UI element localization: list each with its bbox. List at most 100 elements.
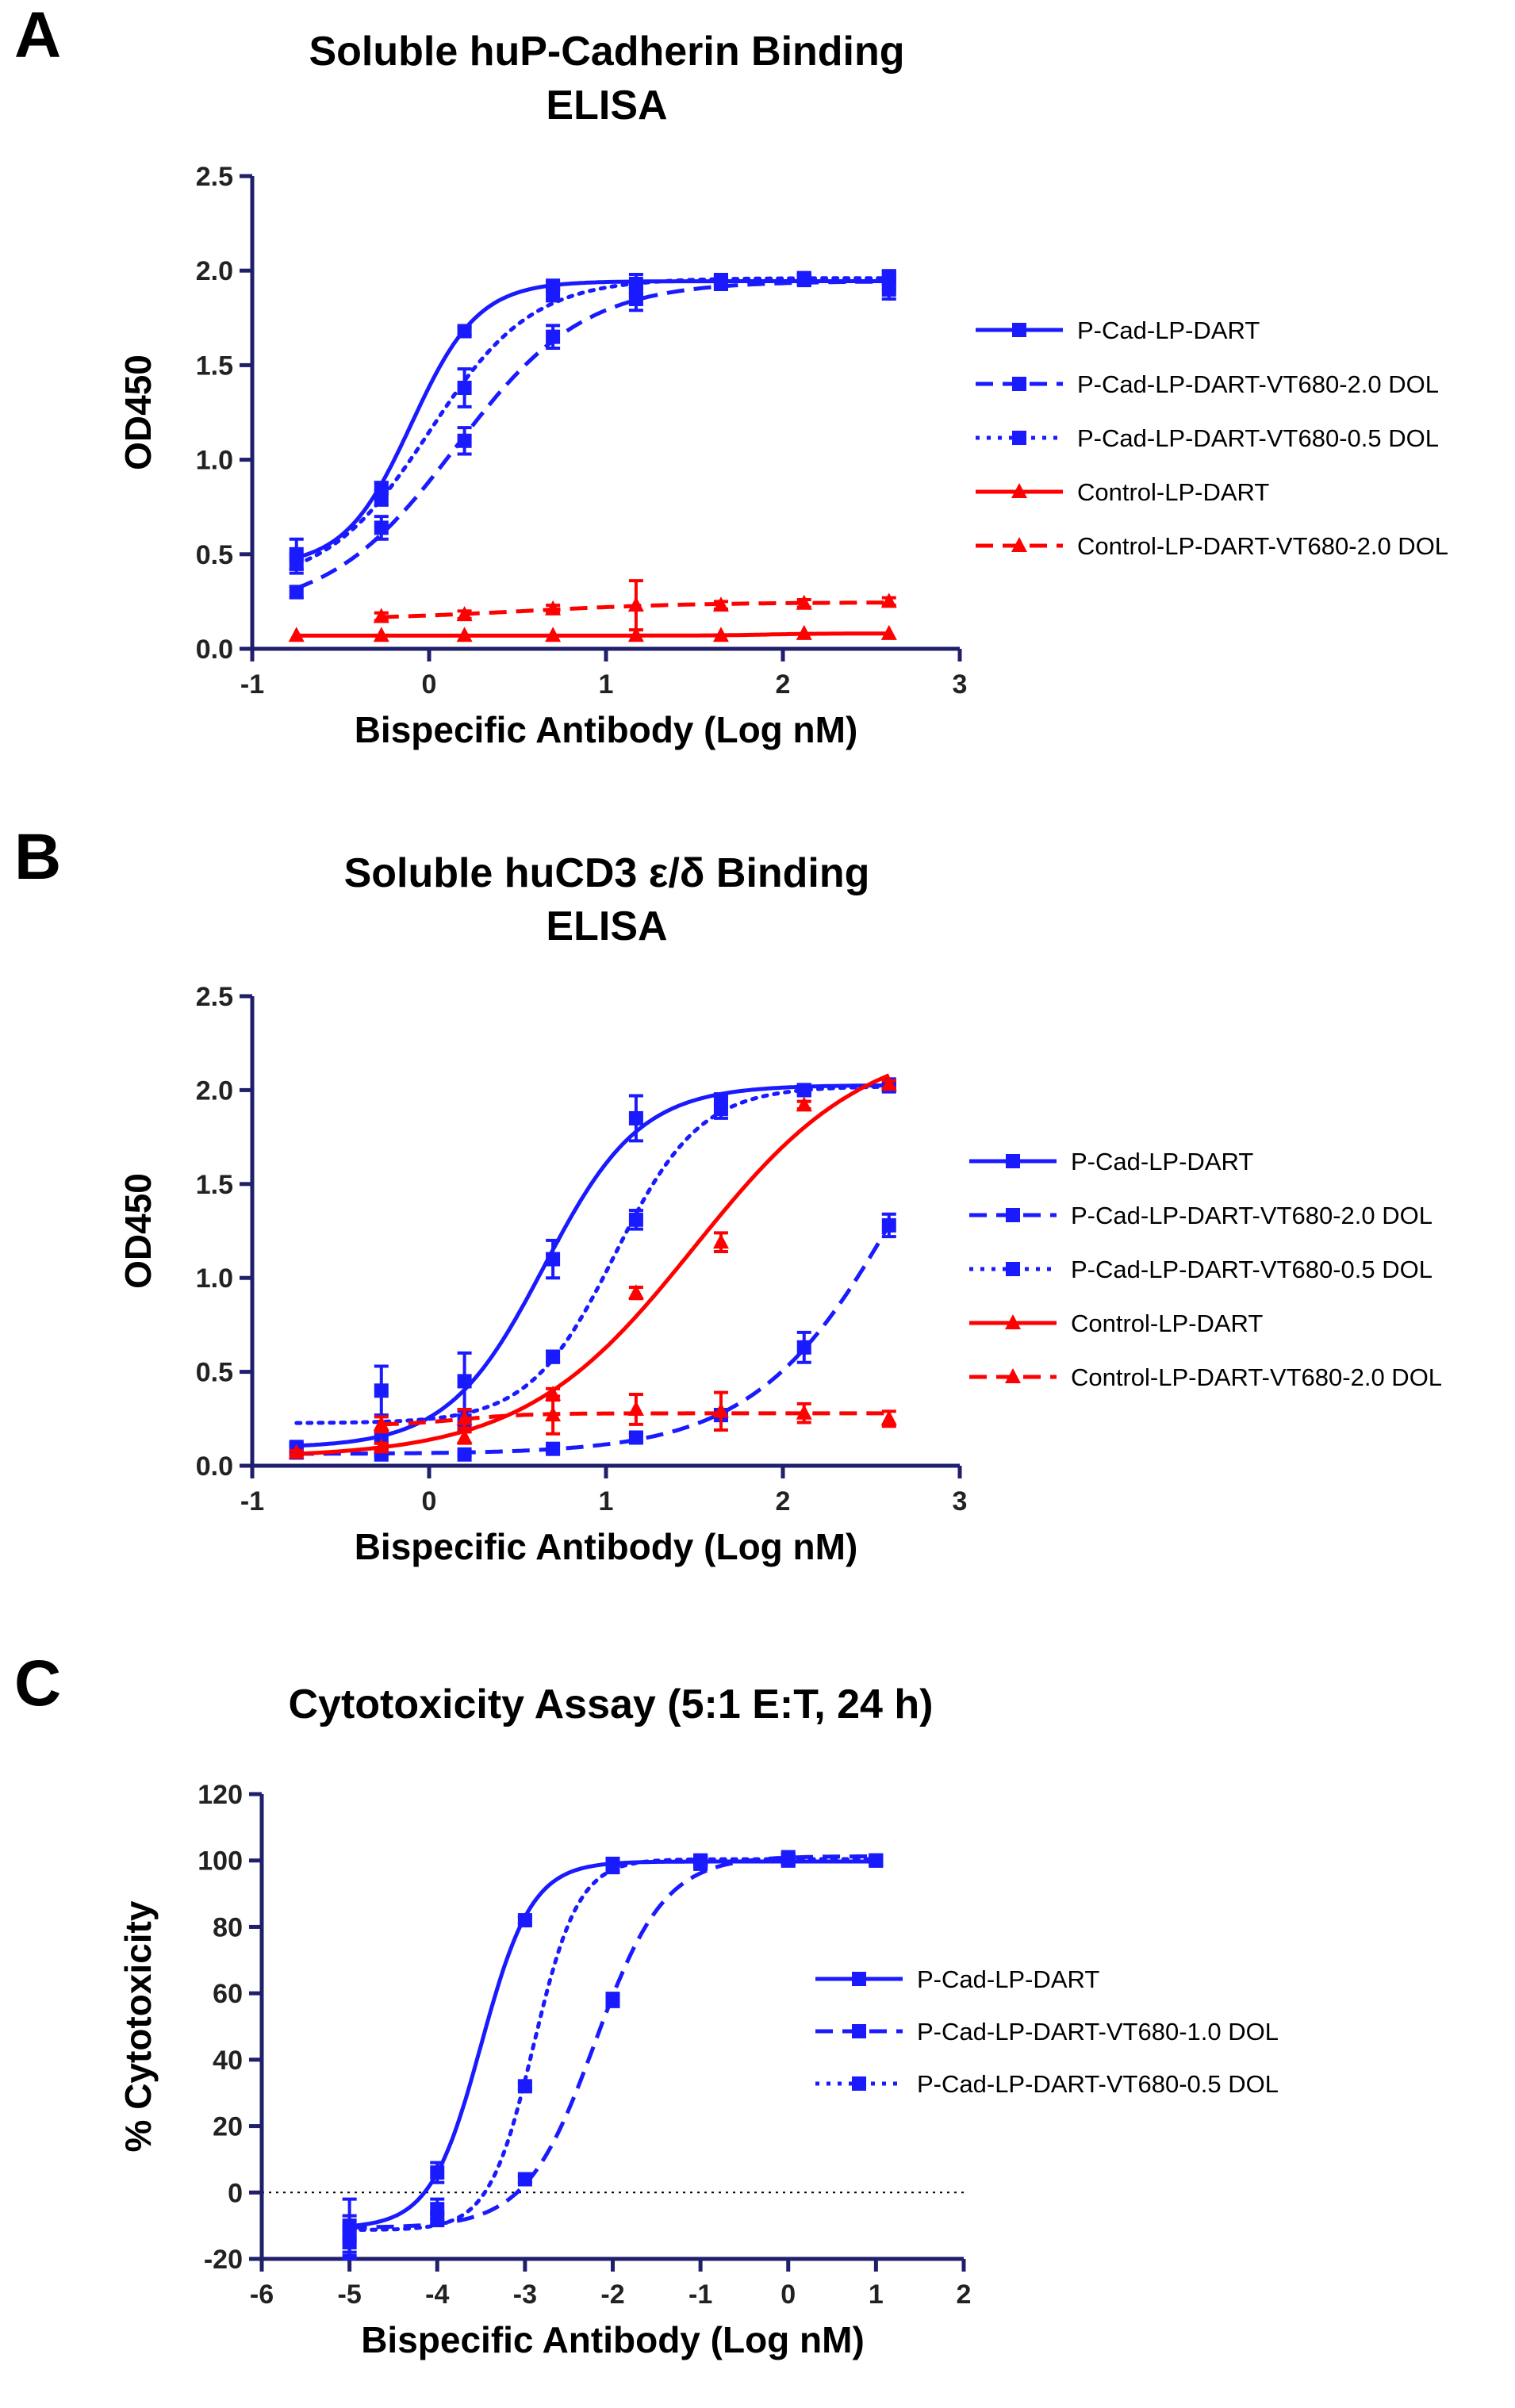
- legend-marker: [1005, 1368, 1021, 1383]
- data-point: [517, 2172, 532, 2187]
- data-point: [628, 282, 643, 297]
- y-tick-label: 60: [213, 1979, 243, 2009]
- data-point: [628, 1110, 643, 1125]
- data-point: [880, 1076, 897, 1091]
- y-tick-label: 2.0: [196, 1076, 233, 1106]
- series-curve: [296, 1083, 889, 1448]
- y-tick-label: 1.5: [196, 1170, 233, 1200]
- data-point: [456, 606, 473, 622]
- y-tick-label: 0.5: [196, 540, 233, 570]
- y-tick-label: 0.0: [196, 635, 233, 665]
- data-point: [781, 1850, 796, 1865]
- data-point: [456, 627, 473, 642]
- legend-entry: Control-LP-DART-VT680-2.0 DOL: [976, 532, 1448, 560]
- data-point: [713, 1102, 728, 1117]
- x-tick-label: -6: [250, 2280, 274, 2310]
- x-tick-label: -3: [513, 2280, 537, 2310]
- legend-marker: [852, 1972, 866, 1986]
- data-point: [456, 1409, 473, 1425]
- x-tick-label: 1: [599, 669, 614, 700]
- legend-entry: P-Cad-LP-DART-VT680-1.0 DOL: [815, 2018, 1279, 2046]
- x-tick-label: -1: [240, 669, 264, 700]
- data-point: [373, 1415, 389, 1431]
- data-point: [288, 1444, 305, 1459]
- legend-label: P-Cad-LP-DART-VT680-2.0 DOL: [1077, 370, 1439, 398]
- data-point: [457, 1374, 472, 1389]
- legend-entry: P-Cad-LP-DART: [976, 316, 1260, 344]
- data-point: [289, 585, 304, 600]
- y-tick-label: 1.5: [196, 351, 233, 381]
- data-point: [605, 1860, 620, 1875]
- data-point: [880, 1409, 897, 1425]
- x-axis-title: Bispecific Antibody (Log nM): [361, 2319, 865, 2360]
- data-point: [374, 1430, 389, 1445]
- data-point: [517, 2079, 532, 2094]
- chart-title: Soluble huCD3 ε/δ Binding: [344, 850, 870, 896]
- series-4: [373, 579, 897, 632]
- x-tick-label: 0: [781, 2280, 796, 2310]
- series-curve: [349, 1854, 876, 2230]
- series-curve: [294, 1084, 892, 1425]
- legend-entry: Control-LP-DART-VT680-2.0 DOL: [969, 1363, 1442, 1391]
- y-tick-label: 2.5: [196, 162, 233, 192]
- legend-entry: P-Cad-LP-DART-VT680-2.0 DOL: [976, 370, 1439, 398]
- panel-letter: A: [14, 0, 61, 71]
- x-axis-title: Bispecific Antibody (Log nM): [355, 1526, 858, 1567]
- data-point: [457, 324, 472, 339]
- legend-label: P-Cad-LP-DART-VT680-0.5 DOL: [1071, 1256, 1433, 1283]
- x-tick-label: -4: [425, 2280, 449, 2310]
- legend-entry: P-Cad-LP-DART: [815, 1965, 1099, 1993]
- data-point: [545, 600, 562, 615]
- data-point: [796, 270, 811, 286]
- legend-marker: [1012, 323, 1026, 337]
- series-2: [289, 269, 896, 575]
- chart-title: Cytotoxicity Assay (5:1 E:T, 24 h): [289, 1681, 934, 1727]
- data-point: [517, 1913, 532, 1928]
- legend-entry: P-Cad-LP-DART-VT680-2.0 DOL: [969, 1202, 1433, 1229]
- data-point: [628, 1212, 643, 1227]
- y-tick-label: 1.0: [196, 446, 233, 476]
- chart-panel-a: A Soluble huP-Cadherin Binding ELISA 0.0 0.5…: [14, 0, 1448, 750]
- series-curve: [294, 276, 892, 567]
- data-point: [374, 520, 389, 535]
- series-curve: [295, 279, 889, 590]
- data-point: [627, 596, 644, 612]
- data-point: [712, 1402, 729, 1418]
- series-curve: [347, 1857, 878, 2232]
- series-1: [289, 273, 896, 600]
- chart-panel-c: C Cytotoxicity Assay (5:1 E:T, 24 h)-2002…: [14, 1647, 1279, 2360]
- data-point: [288, 627, 305, 642]
- legend-label: Control-LP-DART-VT680-2.0 DOL: [1071, 1363, 1442, 1391]
- legend-label: P-Cad-LP-DART-VT680-2.0 DOL: [1071, 1202, 1433, 1229]
- data-point: [880, 592, 897, 608]
- chart-panel-b: B Soluble huCD3 ε/δ Binding ELISA 0.0 0.5 1.0…: [14, 821, 1442, 1567]
- data-point: [546, 329, 561, 344]
- legend-marker: [1006, 1208, 1020, 1222]
- x-tick-label: 2: [957, 2280, 972, 2310]
- legend-label: Control-LP-DART-VT680-2.0 DOL: [1077, 532, 1448, 560]
- data-point: [605, 1992, 620, 2007]
- panel-letter: B: [14, 821, 61, 893]
- chart-title: ELISA: [546, 82, 667, 128]
- data-point: [545, 1406, 562, 1422]
- series-2: [289, 1079, 896, 1455]
- data-point: [712, 627, 729, 642]
- series-4: [373, 1390, 897, 1436]
- legend-entry: P-Cad-LP-DART-VT680-0.5 DOL: [815, 2070, 1279, 2098]
- legend-label: P-Cad-LP-DART-VT680-0.5 DOL: [917, 2070, 1279, 2098]
- legend-entry: Control-LP-DART: [976, 478, 1269, 506]
- data-point: [546, 1441, 561, 1456]
- data-point: [712, 1233, 729, 1249]
- y-tick-label: 80: [213, 1912, 243, 1942]
- x-axis-title: Bispecific Antibody (Log nM): [355, 709, 858, 750]
- data-point: [796, 1340, 811, 1355]
- y-axis-title: OD450: [117, 1173, 159, 1289]
- series-2: [342, 1850, 884, 2260]
- x-tick-label: 3: [953, 1486, 968, 1517]
- x-tick-label: 2: [776, 669, 791, 700]
- legend-marker: [852, 2024, 866, 2038]
- legend-label: P-Cad-LP-DART: [1077, 316, 1260, 344]
- data-point: [546, 286, 561, 301]
- data-point: [869, 1853, 884, 1868]
